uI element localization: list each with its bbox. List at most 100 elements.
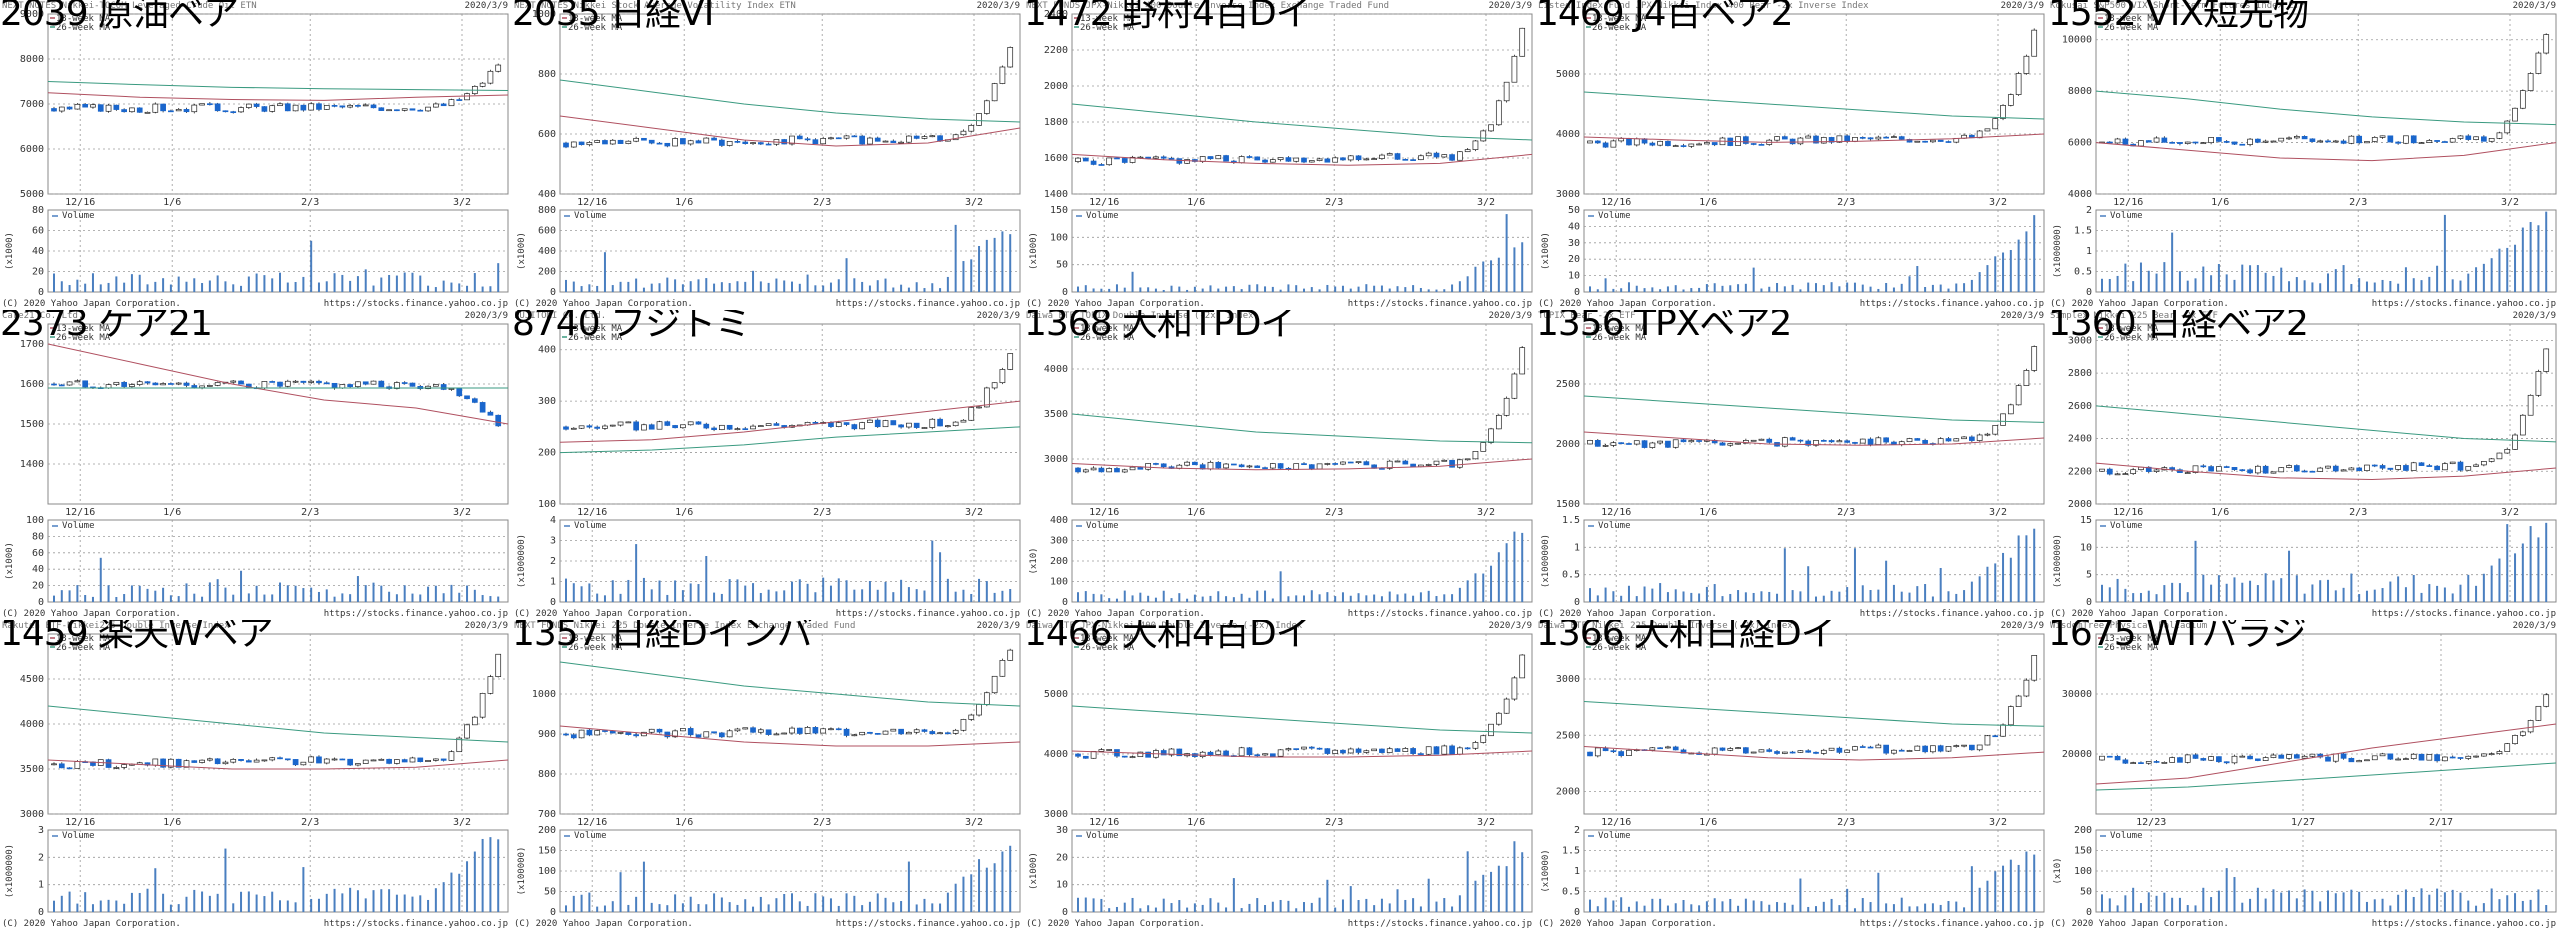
- candle-body: [2387, 467, 2394, 470]
- candle-body: [183, 760, 190, 768]
- volume-bar: [2194, 278, 2197, 292]
- volume-bar: [767, 282, 770, 292]
- volume-bar: [1248, 903, 1251, 912]
- volume-bar: [1349, 288, 1352, 292]
- volume-bar: [1497, 865, 1500, 912]
- volume-bar: [2280, 267, 2283, 292]
- candle-body: [913, 135, 920, 139]
- candle-body: [1277, 463, 1284, 469]
- volume-bar: [193, 593, 196, 602]
- candle-body: [409, 382, 416, 387]
- candle-body: [2309, 753, 2316, 757]
- volume-bar: [931, 903, 934, 912]
- candle-body: [1906, 438, 1913, 443]
- volume-bar: [1970, 279, 1973, 292]
- volume-bar: [2482, 903, 2485, 912]
- candle-body: [1371, 748, 1377, 752]
- volume-bar: [2295, 277, 2298, 292]
- volume-bar: [1939, 284, 1942, 292]
- volume-bar: [1604, 587, 1607, 602]
- y-tick-label: 2000: [1556, 439, 1580, 450]
- volume-bar: [2272, 889, 2275, 912]
- candle-body: [1495, 712, 1502, 725]
- candle-body: [929, 731, 936, 735]
- candle-body: [937, 418, 943, 427]
- volume-bar: [2311, 890, 2314, 912]
- x-tick-label: 12/16: [1601, 197, 1631, 208]
- source-url: https://stocks.finance.yahoo.co.jp: [1859, 299, 2044, 309]
- candle-body: [1867, 137, 1874, 140]
- candle-body: [1153, 463, 1159, 465]
- volume-bar: [1955, 901, 1958, 912]
- copyright-text: (C) 2020 Yahoo Japan Corporation.: [1538, 299, 1717, 309]
- volume-bar: [993, 592, 996, 602]
- volume-bar: [2436, 888, 2439, 912]
- volume-bar: [1264, 905, 1267, 912]
- candle-body: [609, 424, 616, 427]
- volume-bar: [1365, 595, 1368, 602]
- volume-bar: [53, 900, 55, 912]
- candle-body: [1308, 746, 1315, 749]
- ma13-legend-label: 13-week MA: [56, 324, 111, 334]
- volume-bar: [868, 285, 871, 292]
- candle-body: [913, 422, 920, 428]
- volume-bar: [697, 279, 700, 292]
- candle-body: [1441, 745, 1448, 755]
- y-tick-label: 1500: [1556, 499, 1580, 510]
- candle-body: [703, 423, 710, 429]
- volume-bar: [2404, 267, 2407, 292]
- candle-body: [1665, 440, 1671, 448]
- volume-bar: [1659, 898, 1662, 912]
- vol-tick-label: 30: [1568, 238, 1580, 249]
- volume-bar: [837, 905, 840, 912]
- candle-body: [230, 759, 237, 763]
- volume-bar: [1947, 901, 1950, 912]
- candle-body: [1464, 458, 1471, 461]
- volume-bar: [1986, 880, 1989, 912]
- candle-body: [261, 381, 268, 389]
- candle-body: [425, 106, 431, 112]
- volume-bar: [1412, 898, 1415, 912]
- candle-body: [882, 140, 889, 143]
- volume-bar: [434, 287, 437, 292]
- candle-body: [1820, 137, 1827, 144]
- chart-date: 2020/3/9: [2000, 1, 2044, 11]
- candle-body: [2106, 141, 2113, 144]
- volume-bar: [1264, 590, 1267, 602]
- candle-body: [1758, 144, 1765, 146]
- candle-body: [1875, 744, 1882, 749]
- candle-body: [1844, 440, 1851, 443]
- volume-bar: [1201, 904, 1204, 912]
- volume-bar: [2319, 580, 2322, 602]
- candle-body: [1488, 124, 1494, 132]
- volume-bar: [130, 585, 133, 602]
- candle-body: [2231, 467, 2238, 471]
- volume-bar: [1295, 285, 1298, 292]
- volume-bar: [2389, 581, 2392, 602]
- candle-body: [152, 103, 159, 113]
- candle-body: [207, 103, 213, 106]
- volume-bar: [2443, 892, 2446, 912]
- candle-body: [1914, 745, 1921, 751]
- volume-bar: [473, 273, 476, 292]
- volume-frame: [1583, 209, 2045, 293]
- volume-bar: [263, 896, 266, 912]
- volume-bar: [2202, 574, 2205, 602]
- volume-bar: [1435, 901, 1438, 912]
- volume-bar: [240, 570, 243, 602]
- candle-body: [2301, 136, 2308, 140]
- vol-tick-label: 0: [1062, 907, 1068, 918]
- candle-body: [331, 105, 338, 107]
- x-tick-label: 12/16: [1089, 197, 1119, 208]
- candle-body: [563, 426, 569, 430]
- candle-body: [331, 758, 338, 761]
- volume-bar: [1513, 247, 1516, 292]
- chart-title: 1466 大和4百Dイ: [1024, 620, 1312, 654]
- candle-body: [1340, 461, 1346, 465]
- volume-bar: [2498, 899, 2501, 912]
- candle-body: [2356, 760, 2363, 763]
- volume-bar: [1861, 284, 1864, 292]
- volume-bar: [2225, 868, 2228, 912]
- candle-body: [726, 730, 733, 738]
- vol-tick-label: 0: [550, 287, 556, 298]
